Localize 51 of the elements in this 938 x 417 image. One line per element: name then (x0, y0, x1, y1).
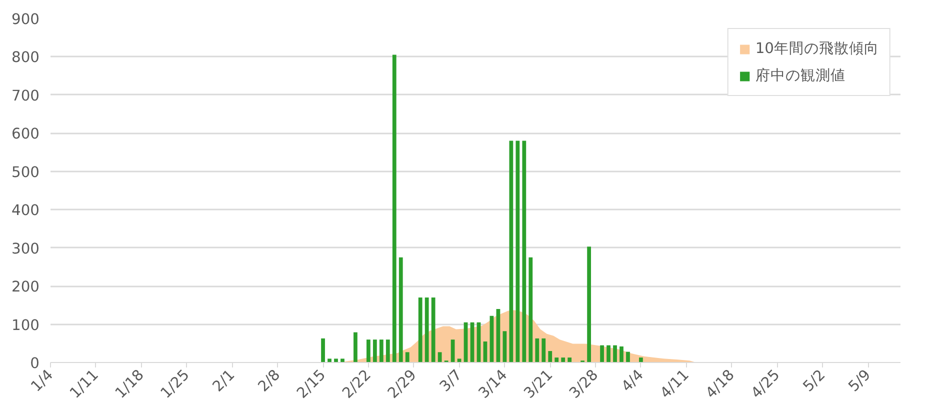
y-tick-label: 300 (12, 240, 40, 258)
bar (424, 298, 429, 362)
bar (418, 298, 422, 362)
x-tick-label: 5/9 (845, 366, 874, 396)
y-tick-label: 100 (12, 316, 40, 334)
bar (398, 257, 403, 362)
bar (372, 340, 377, 362)
bar (587, 246, 591, 362)
bar (535, 338, 540, 362)
bar (516, 140, 520, 362)
x-tick-label: 2/8 (254, 366, 284, 396)
bar (340, 358, 344, 362)
bar (600, 345, 604, 362)
y-tick-label: 700 (12, 87, 40, 104)
bar (392, 54, 396, 362)
bar (438, 352, 442, 362)
bar (561, 358, 566, 362)
x-tick-label: 5/2 (800, 366, 829, 396)
y-tick-label: 800 (12, 49, 40, 66)
bar (568, 358, 572, 362)
legend-label: 10年間の飛散傾向 (755, 39, 879, 58)
bar (613, 345, 617, 362)
bar (509, 140, 514, 362)
y-tick-label: 400 (12, 202, 40, 220)
bar (328, 358, 332, 362)
bar (334, 358, 338, 362)
bar (366, 340, 370, 362)
y-tick-label: 500 (12, 164, 40, 181)
x-tick-label: 4/4 (618, 366, 647, 396)
bar (548, 351, 552, 362)
x-tick-label: 2/1 (209, 366, 238, 396)
bar (431, 298, 436, 362)
bar (321, 338, 325, 362)
bar (554, 358, 559, 362)
bar (620, 346, 624, 362)
bar (405, 352, 410, 362)
bar (354, 332, 358, 362)
legend-label: 府中の観測値 (755, 66, 846, 85)
bar (522, 140, 526, 362)
x-tick-label: 3/7 (436, 366, 466, 396)
bar (626, 352, 630, 362)
y-tick-label: 900 (12, 11, 40, 28)
bar (386, 340, 390, 362)
bar (379, 340, 384, 362)
bar (528, 257, 533, 362)
bar (639, 358, 643, 362)
y-tick-label: 600 (12, 126, 40, 143)
y-tick-label: 200 (12, 278, 40, 296)
bar (542, 338, 546, 362)
y-tick-label: 0 (30, 355, 40, 372)
bar (606, 345, 610, 362)
